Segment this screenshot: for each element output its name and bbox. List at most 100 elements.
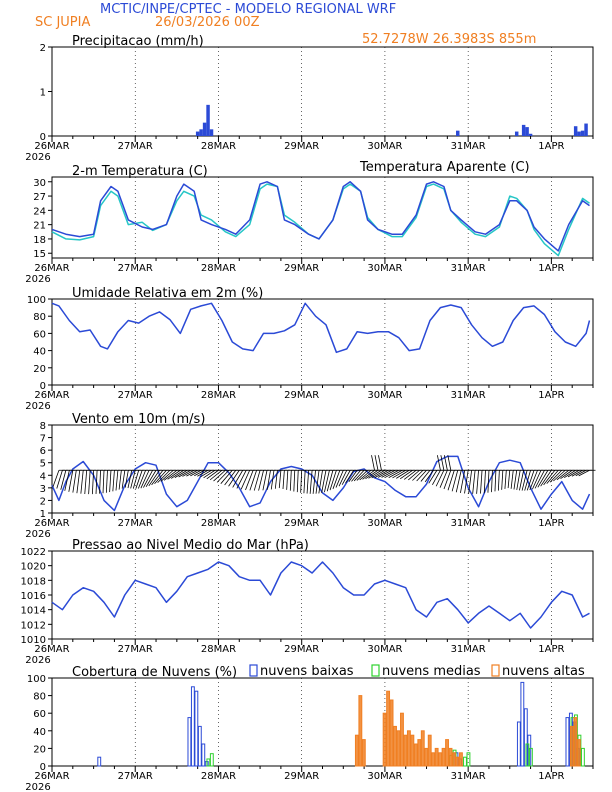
cloud-bar-nuvens-altas xyxy=(458,752,463,767)
cloud-bar-nuvens-altas xyxy=(448,747,453,767)
wind-barb xyxy=(216,469,230,483)
x-tick-label: 30MAR xyxy=(367,518,402,529)
wind-barb xyxy=(124,470,129,488)
x-tick-label: 30MAR xyxy=(367,141,402,152)
wind-barb xyxy=(564,469,576,479)
wind-barb xyxy=(240,470,251,490)
wind-barb xyxy=(571,469,583,477)
y-tick-label: 1022 xyxy=(21,547,46,558)
wind-barb xyxy=(249,470,257,491)
wind-barb xyxy=(468,470,473,494)
y-tick-label: 100 xyxy=(27,674,46,685)
x-tick-label: 26MAR xyxy=(34,644,69,655)
wind-barb xyxy=(575,469,587,477)
wind-barb xyxy=(132,470,140,489)
x-tick-label: 1APR xyxy=(538,141,564,152)
cloud-bar-nuvens-altas xyxy=(396,730,401,767)
x-tick-label: 31MAR xyxy=(451,263,486,274)
wind-barb xyxy=(483,470,486,494)
wind-barb xyxy=(428,470,438,484)
wind-barb xyxy=(99,470,101,494)
wind-barb xyxy=(460,470,466,494)
wind-barb xyxy=(351,470,361,482)
wind-barb xyxy=(455,470,462,493)
x-tick-label: 30MAR xyxy=(367,644,402,655)
cloud-bar-nuvens-baixas xyxy=(187,717,192,767)
wind-barb xyxy=(480,470,483,494)
panel-title: Precipitacao (mm/h) xyxy=(72,34,204,49)
x-tick-label: 27MAR xyxy=(118,263,153,274)
wind-barb xyxy=(507,470,511,489)
wind-barb xyxy=(513,470,518,490)
y-tick-label: 21 xyxy=(33,221,46,232)
wind-barb xyxy=(345,470,355,484)
panel-nuvens: 0 20 40 60 80 100 26MAR 27MAR 28MAR 29MAR 30MAR 31M… xyxy=(25,664,594,792)
wind-barb xyxy=(543,470,556,486)
panel-pressao: 1010 1012 1014 1016 1018 1020 1022 26MAR 27MAR 28… xyxy=(21,538,594,666)
cloud-bar-nuvens-baixas xyxy=(565,717,570,767)
panel-title: 2-m Temperatura (C) xyxy=(72,164,208,179)
x-tick-label: 1APR xyxy=(538,644,564,655)
wind-barb xyxy=(186,469,198,477)
cloud-bar-nuvens-altas xyxy=(452,752,456,767)
y-tick-label: 0 xyxy=(40,762,46,773)
x-year-label: 2026 xyxy=(25,152,50,163)
wind-barb xyxy=(529,470,538,491)
x-tick-label: 26MAR xyxy=(34,263,69,274)
x-tick-label: 29MAR xyxy=(284,771,319,782)
precip-bar xyxy=(577,131,581,136)
y-tick-label: 4 xyxy=(40,471,46,482)
x-tick-label: 30MAR xyxy=(367,263,402,274)
panel-frame xyxy=(51,550,594,640)
precip-bar xyxy=(209,129,214,136)
wind-barb xyxy=(262,470,268,491)
panel-frame xyxy=(51,176,594,259)
wind-barb xyxy=(494,470,497,492)
wind-barb xyxy=(266,470,271,491)
wind-barb xyxy=(296,470,299,493)
x-tick-label: 29MAR xyxy=(284,644,319,655)
x-tick-label: 28MAR xyxy=(201,518,236,529)
y-tick-label: 1012 xyxy=(21,620,46,631)
wind-barb xyxy=(135,470,143,489)
precip-bar xyxy=(584,123,588,136)
wind-barb xyxy=(64,470,70,491)
precip-bar xyxy=(456,130,460,136)
legend-label: nuvens baixas xyxy=(260,664,354,679)
x-tick-label: 1APR xyxy=(538,263,564,274)
header-title: MCTIC/INPE/CPTEC - MODELO REGIONAL WRF xyxy=(100,2,396,17)
wind-barb xyxy=(72,470,77,493)
wind-barb xyxy=(95,470,98,494)
precip-bar xyxy=(580,130,585,136)
wind-barb xyxy=(447,470,455,491)
header-run: 26/03/2026 00Z xyxy=(155,15,260,30)
cloud-bar-nuvens-medias xyxy=(525,743,530,767)
precip-bar xyxy=(573,126,578,136)
wind-barb xyxy=(163,469,178,481)
wind-barb xyxy=(102,470,105,494)
x-tick-label: 30MAR xyxy=(367,771,402,782)
cloud-bar-nuvens-altas xyxy=(431,752,436,767)
x-tick-label: 28MAR xyxy=(201,644,236,655)
cloud-bar-nuvens-baixas xyxy=(201,743,206,767)
wind-barb xyxy=(213,469,226,482)
panel-title: Pressao ao Nivel Medio do Mar (hPa) xyxy=(72,538,309,553)
x-tick-label: 1APR xyxy=(538,390,564,401)
header-coords: 52.7278W 26.3983S 855m xyxy=(362,32,536,47)
cloud-bar-nuvens-altas xyxy=(410,734,415,767)
wind-barb xyxy=(56,470,63,489)
header-location: SC JUPIA xyxy=(35,15,90,30)
precip-bar xyxy=(521,124,526,136)
legend-swatch xyxy=(491,664,500,677)
cloud-bar-nuvens-baixas xyxy=(516,721,521,767)
wind-barb xyxy=(524,470,531,491)
wind-barb xyxy=(388,469,403,478)
wind-barb xyxy=(200,469,212,478)
wind-barb xyxy=(154,469,167,485)
y-tick-label: 27 xyxy=(33,192,46,203)
cloud-bar-nuvens-altas xyxy=(576,739,581,767)
wind-barb xyxy=(516,470,521,491)
x-tick-label: 31MAR xyxy=(451,771,486,782)
wind-barb xyxy=(112,470,115,492)
wind-barb xyxy=(359,469,372,481)
